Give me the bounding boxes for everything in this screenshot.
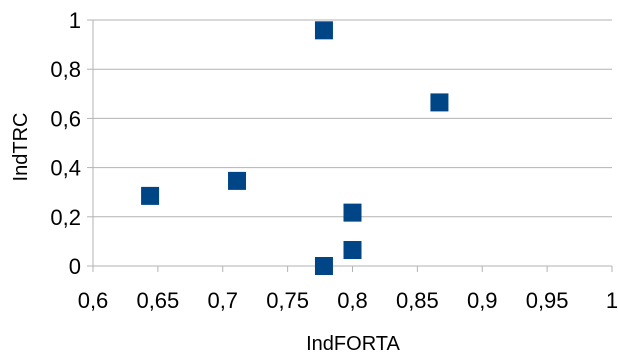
x-tick-label: 0,6 [78, 288, 109, 313]
x-tick-label: 0,8 [337, 288, 368, 313]
x-axis-title: IndFORTA [306, 333, 400, 354]
data-point [343, 241, 362, 260]
y-tick-label: 0 [69, 254, 81, 279]
y-tick-label: 1 [69, 8, 81, 33]
x-tick-labels: 0,6 0,65 0,7 0,75 0,8 0,85 0,9 0,95 1 [78, 288, 618, 313]
x-tick-label: 0,95 [526, 288, 569, 313]
gridlines [93, 19, 612, 218]
data-points [141, 21, 449, 275]
axes [87, 19, 613, 272]
y-tick-label: 0,6 [50, 106, 81, 131]
data-point [228, 171, 247, 190]
x-tick-label: 0,65 [136, 288, 179, 313]
y-axis-title: IndTRC [10, 113, 32, 182]
y-tick-label: 0,2 [50, 205, 81, 230]
y-tick-label: 0,8 [50, 57, 81, 82]
data-point [343, 203, 362, 222]
x-tick-label: 0,7 [207, 288, 238, 313]
data-point [314, 21, 333, 40]
data-point [141, 186, 160, 205]
y-tick-label: 0,4 [50, 156, 81, 181]
x-tick-label: 0,9 [467, 288, 498, 313]
data-point [430, 93, 449, 112]
data-point [314, 257, 333, 275]
x-tick-label: 0,75 [266, 288, 309, 313]
y-tick-labels: 0 0,2 0,4 0,6 0,8 1 [50, 8, 81, 279]
x-tick-label: 1 [606, 288, 618, 313]
x-tick-label: 0,85 [396, 288, 439, 313]
